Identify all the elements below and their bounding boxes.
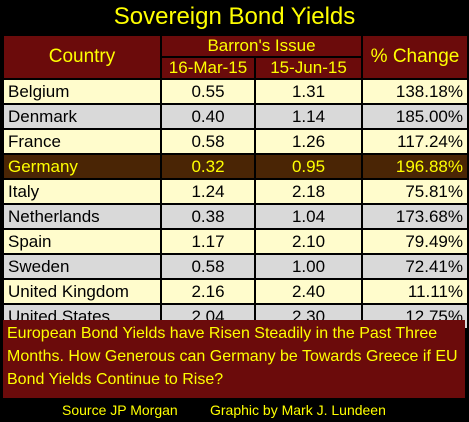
change-cell: 196.88% (361, 153, 469, 180)
change-cell: 72.41% (361, 253, 469, 280)
header-country: Country (2, 34, 162, 80)
source-credit: Source JP Morgan (62, 402, 178, 418)
change-cell: 79.49% (361, 228, 469, 255)
table-row: Denmark 0.40 1.14 185.00% (2, 103, 469, 130)
yield-jun-cell: 1.31 (253, 78, 364, 105)
table-row: Sweden 0.58 1.00 72.41% (2, 253, 469, 280)
change-cell: 173.68% (361, 203, 469, 230)
change-cell: 75.81% (361, 178, 469, 205)
table-row: United Kingdom 2.16 2.40 11.11% (2, 278, 469, 305)
country-cell: Spain (2, 228, 162, 255)
yield-mar-cell: 0.38 (160, 203, 256, 230)
yield-mar-cell: 0.55 (160, 78, 256, 105)
yield-mar-cell: 0.58 (160, 128, 256, 155)
country-cell: France (2, 128, 162, 155)
page-title: Sovereign Bond Yields (113, 3, 356, 30)
graphic-credit: Graphic by Mark J. Lundeen (210, 402, 386, 418)
country-cell: United Kingdom (2, 278, 162, 305)
footer: Source JP Morgan Graphic by Mark J. Lund… (0, 398, 469, 422)
header-date-2: 15-Jun-15 (253, 56, 364, 80)
country-cell: Italy (2, 178, 162, 205)
yield-mar-cell: 0.32 (160, 153, 256, 180)
table-row: Netherlands 0.38 1.04 173.68% (2, 203, 469, 230)
country-cell: Denmark (2, 103, 162, 130)
commentary-note: European Bond Yields have Risen Steadily… (3, 320, 465, 398)
change-cell: 11.11% (361, 278, 469, 305)
table-row: Belgium 0.55 1.31 138.18% (2, 78, 469, 105)
table-row: France 0.58 1.26 117.24% (2, 128, 469, 155)
yield-mar-cell: 1.24 (160, 178, 256, 205)
table-row-highlighted: Germany 0.32 0.95 196.88% (2, 153, 469, 180)
header-barrons-issue: Barron's Issue (159, 34, 364, 58)
change-cell: 185.00% (361, 103, 469, 130)
bond-yields-table: Country Barron's Issue % Change 16-Mar-1… (2, 34, 469, 330)
table-row: Italy 1.24 2.18 75.81% (2, 178, 469, 205)
country-cell: Sweden (2, 253, 162, 280)
yield-jun-cell: 2.40 (253, 278, 364, 305)
yield-jun-cell: 2.18 (253, 178, 364, 205)
country-cell: Germany (2, 153, 162, 180)
yield-jun-cell: 2.10 (253, 228, 364, 255)
yield-mar-cell: 0.40 (160, 103, 256, 130)
yield-jun-cell: 1.14 (253, 103, 364, 130)
yield-jun-cell: 1.00 (253, 253, 364, 280)
country-cell: Belgium (2, 78, 162, 105)
header-date-1: 16-Mar-15 (160, 56, 256, 80)
change-cell: 138.18% (361, 78, 469, 105)
change-cell: 117.24% (361, 128, 469, 155)
yield-jun-cell: 1.04 (253, 203, 364, 230)
yield-jun-cell: 0.95 (253, 153, 364, 180)
yield-mar-cell: 2.16 (160, 278, 256, 305)
yield-mar-cell: 0.58 (160, 253, 256, 280)
header-percent-change: % Change (361, 34, 469, 80)
yield-mar-cell: 1.17 (160, 228, 256, 255)
yield-jun-cell: 1.26 (253, 128, 364, 155)
country-cell: Netherlands (2, 203, 162, 230)
table-row: Spain 1.17 2.10 79.49% (2, 228, 469, 255)
